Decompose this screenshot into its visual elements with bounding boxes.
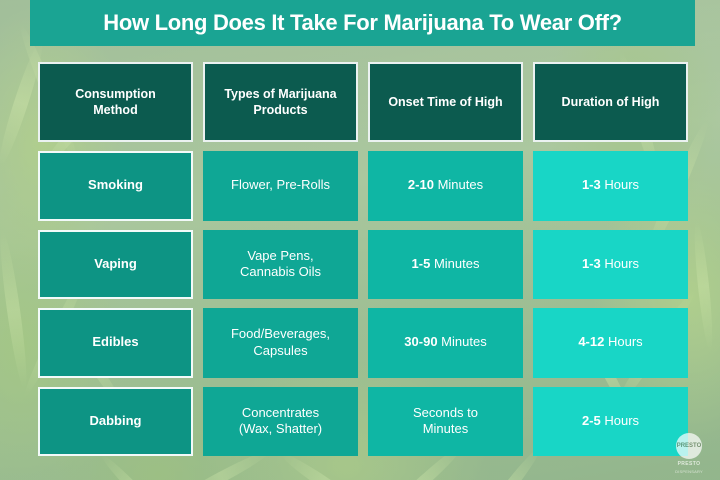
brand-watermark: PRESTO PRESTO DISPENSARY — [666, 433, 712, 474]
brand-logo-icon: PRESTO — [676, 433, 702, 459]
header-line: Products — [253, 103, 308, 117]
header-cell-duration: Duration of High — [533, 62, 688, 142]
cell-onset-time: 2-10 Minutes — [368, 151, 523, 221]
table-row: Smoking Flower, Pre-Rolls 2-10 Minutes 1… — [38, 151, 690, 221]
cell-duration: 4-12 Hours — [533, 308, 688, 378]
product-line: Vape Pens, — [247, 247, 314, 263]
table-row: Dabbing Concentrates (Wax, Shatter) Seco… — [38, 386, 690, 456]
header-line: Duration of High — [561, 95, 660, 109]
cell-onset-time: 30-90 Minutes — [368, 308, 523, 378]
duration-unit: Hours — [604, 255, 640, 271]
header-cell-consumption-method: Consumption Method — [38, 62, 193, 142]
onset-unit: Minutes — [437, 177, 484, 193]
product-line: (Wax, Shatter) — [238, 421, 323, 437]
cell-products: Concentrates (Wax, Shatter) — [203, 386, 358, 456]
onset-unit: Minutes — [433, 255, 480, 271]
comparison-table: Consumption Method Types of Marijuana Pr… — [38, 62, 690, 456]
product-line: Capsules — [253, 342, 308, 358]
cell-onset-time: Seconds to Minutes — [368, 386, 523, 456]
onset-value: 1-5 — [411, 255, 431, 271]
product-line: Food/Beverages, — [230, 326, 330, 342]
brand-name: PRESTO — [677, 461, 701, 467]
duration-unit: Hours — [604, 412, 640, 428]
duration-unit: Hours — [604, 177, 640, 193]
duration-value: 2-5 — [581, 412, 601, 428]
cell-method: Edibles — [38, 308, 193, 378]
onset-line: Seconds to — [412, 404, 479, 420]
cell-onset-time: 1-5 Minutes — [368, 229, 523, 299]
table-header-row: Consumption Method Types of Marijuana Pr… — [38, 62, 690, 142]
cell-method: Smoking — [38, 151, 193, 221]
header-line: Method — [93, 103, 138, 117]
table-row: Vaping Vape Pens, Cannabis Oils 1-5 Minu… — [38, 229, 690, 299]
cell-duration: 1-3 Hours — [533, 151, 688, 221]
duration-unit: Hours — [607, 334, 643, 350]
cell-method: Vaping — [38, 229, 193, 299]
header-cell-onset-time: Onset Time of High — [368, 62, 523, 142]
header-cell-product-types: Types of Marijuana Products — [203, 62, 358, 142]
cell-products: Flower, Pre-Rolls — [203, 151, 358, 221]
cell-duration: 2-5 Hours — [533, 386, 688, 456]
cell-products: Vape Pens, Cannabis Oils — [203, 229, 358, 299]
duration-value: 1-3 — [581, 255, 601, 271]
onset-line: Minutes — [422, 421, 469, 437]
brand-logo-text: PRESTO — [676, 443, 702, 449]
product-line: Concentrates — [241, 404, 320, 420]
brand-tagline: DISPENSARY — [675, 469, 703, 474]
duration-value: 4-12 — [578, 334, 605, 350]
onset-value: 30-90 — [404, 334, 438, 350]
infographic-title-bar: How Long Does It Take For Marijuana To W… — [30, 0, 695, 46]
product-line: Cannabis Oils — [240, 264, 321, 280]
onset-unit: Minutes — [441, 334, 487, 350]
cell-duration: 1-3 Hours — [533, 229, 688, 299]
cell-method: Dabbing — [38, 386, 193, 456]
product-line: Flower, Pre-Rolls — [231, 177, 330, 193]
header-line: Consumption — [75, 87, 156, 101]
onset-value: 2-10 — [407, 177, 434, 193]
duration-value: 1-3 — [581, 177, 601, 193]
table-row: Edibles Food/Beverages, Capsules 30-90 M… — [38, 308, 690, 378]
cell-products: Food/Beverages, Capsules — [203, 308, 358, 378]
header-line: Onset Time of High — [388, 95, 503, 109]
header-line: Types of Marijuana — [224, 87, 337, 101]
page-title: How Long Does It Take For Marijuana To W… — [103, 10, 622, 35]
